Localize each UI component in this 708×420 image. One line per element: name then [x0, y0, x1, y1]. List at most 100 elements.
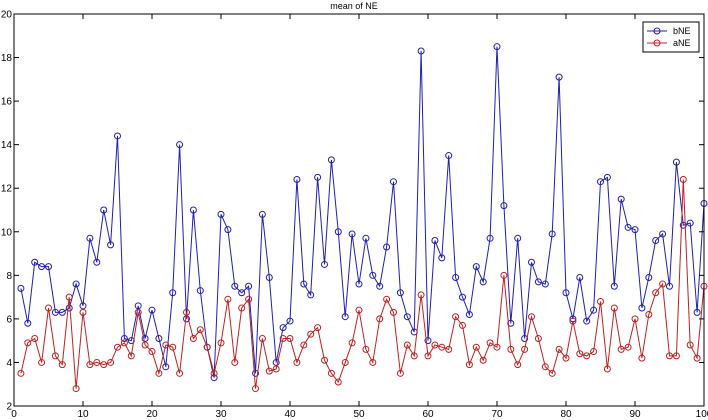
data-point — [321, 356, 328, 364]
data-point — [438, 254, 446, 262]
data-point — [300, 341, 308, 349]
data-point — [148, 348, 156, 356]
data-point — [120, 334, 128, 342]
data-point — [383, 243, 391, 251]
x-tick-label: 80 — [560, 409, 572, 420]
data-point — [307, 291, 315, 299]
data-point — [162, 363, 170, 371]
data-point — [583, 352, 591, 360]
data-point — [72, 385, 80, 393]
data-point — [617, 345, 625, 353]
data-point — [686, 341, 694, 349]
data-point — [348, 230, 356, 238]
x-tick-label: 70 — [491, 409, 503, 420]
data-point — [500, 202, 508, 210]
data-point — [548, 230, 556, 238]
data-point — [645, 311, 653, 319]
data-point — [452, 313, 460, 321]
data-point — [459, 321, 466, 329]
data-point — [541, 363, 549, 371]
data-point — [507, 345, 515, 353]
chart-title: mean of NE — [330, 1, 378, 11]
data-point — [376, 315, 384, 323]
data-point — [472, 263, 480, 271]
data-point — [417, 47, 425, 55]
data-point — [576, 350, 584, 358]
data-point — [631, 315, 639, 323]
data-point — [362, 345, 370, 353]
data-point — [245, 295, 253, 303]
data-point — [452, 274, 460, 282]
axes-layer: 0 10 20 30 40 50 60 70 80 90 100 2 4 6 8 10 12 14 16 18 20 — [1, 10, 708, 420]
data-point — [51, 352, 59, 360]
data-point — [203, 343, 211, 351]
data-point — [486, 234, 494, 242]
data-point — [583, 317, 591, 325]
data-point — [686, 219, 694, 227]
data-point — [445, 345, 453, 353]
data-point — [486, 339, 494, 347]
data-point — [79, 308, 87, 316]
x-tick-label: 40 — [284, 409, 296, 420]
data-point — [107, 241, 115, 249]
data-point — [252, 369, 259, 377]
data-point — [659, 230, 667, 238]
data-point — [196, 326, 204, 334]
data-point — [120, 339, 128, 347]
y-tick-label: 4 — [6, 358, 12, 369]
x-tick-label: 90 — [629, 409, 641, 420]
data-point — [603, 173, 611, 181]
data-point — [17, 369, 25, 377]
data-point — [307, 330, 315, 338]
data-point — [31, 334, 39, 342]
data-point — [210, 374, 218, 382]
data-point — [534, 334, 542, 342]
data-point — [86, 361, 94, 369]
data-point — [100, 206, 108, 214]
data-point — [521, 334, 529, 342]
data-point — [127, 337, 135, 345]
y-tick-label: 6 — [6, 314, 12, 325]
data-point — [189, 206, 197, 214]
data-point — [162, 341, 170, 349]
data-point — [134, 308, 142, 316]
data-point — [369, 358, 377, 366]
data-point — [169, 343, 177, 351]
data-point — [514, 234, 522, 242]
series-bNE — [17, 43, 708, 382]
data-point — [258, 210, 266, 218]
data-point — [293, 358, 301, 366]
data-point — [369, 271, 377, 279]
series-aNE — [17, 176, 708, 393]
data-point — [672, 352, 680, 360]
data-point — [169, 289, 177, 297]
y-tick-label: 10 — [1, 227, 13, 238]
legend-item: aNE — [647, 38, 691, 48]
data-point — [403, 313, 411, 321]
data-point — [155, 334, 163, 342]
data-point — [528, 258, 535, 266]
data-point — [638, 304, 646, 312]
y-tick-label: 16 — [1, 97, 13, 108]
data-point — [31, 258, 39, 266]
data-point — [610, 282, 618, 290]
data-point — [141, 341, 149, 349]
data-point — [65, 293, 73, 301]
data-point — [265, 367, 273, 375]
plot-area — [14, 14, 704, 406]
data-point — [603, 365, 611, 373]
legend-label: bNE — [673, 26, 691, 36]
data-point — [507, 319, 515, 327]
data-point — [58, 308, 66, 316]
data-point — [693, 308, 701, 316]
data-point — [45, 263, 52, 271]
series-layer — [17, 43, 708, 393]
data-point — [314, 173, 322, 181]
data-point — [183, 308, 190, 316]
data-point — [114, 343, 121, 351]
data-point — [314, 324, 322, 332]
data-point — [576, 274, 584, 282]
x-tick-label: 30 — [215, 409, 227, 420]
data-point — [65, 304, 73, 312]
